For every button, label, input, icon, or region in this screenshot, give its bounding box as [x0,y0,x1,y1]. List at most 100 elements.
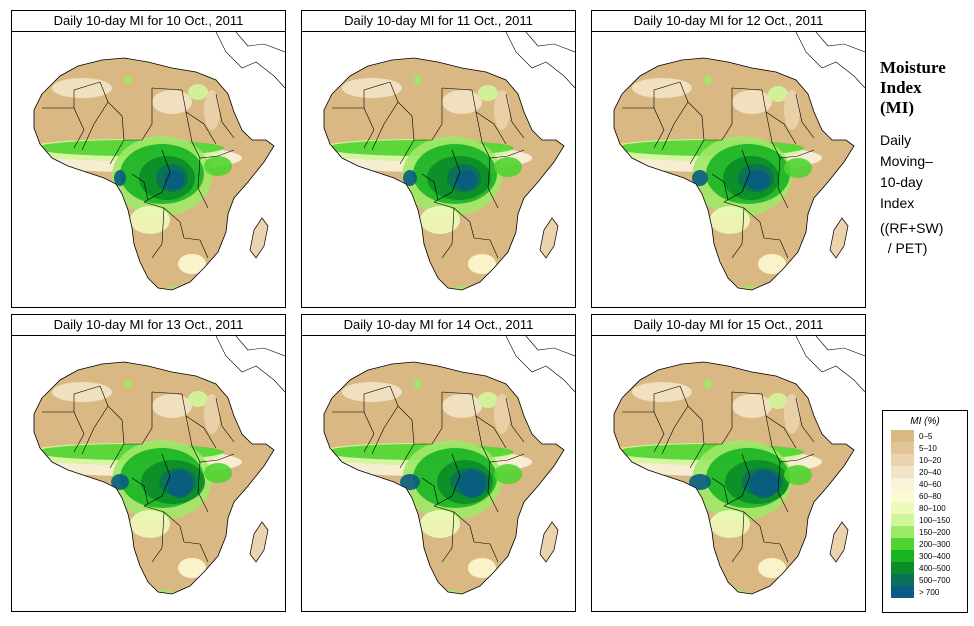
legend-item: 500–700 [883,574,967,586]
panel-title: Daily 10-day MI for 12 Oct., 2011 [591,10,866,32]
moisture-area [178,558,206,578]
middle-east-outline [235,336,285,357]
legend-swatch [891,442,914,454]
country-border [473,237,499,259]
sidebar-title-line: (MI) [880,98,914,117]
coastline [323,57,565,291]
country-border [505,93,525,139]
legend-item: 40–60 [883,478,967,490]
middle-east-outline [525,32,575,53]
middle-east-outline [215,32,285,89]
legend-label: 500–700 [919,575,951,585]
moisture-area [188,391,208,407]
moisture-area [455,170,477,190]
country-border [689,443,705,469]
madagascar-island [249,217,269,259]
legend-label: > 700 [919,587,940,597]
moisture-area [188,84,208,100]
legend-item: 5–10 [883,442,967,454]
moisture-area [152,394,192,418]
country-border [723,453,751,507]
moisture-area [749,470,779,498]
country-border [505,397,525,443]
moisture-area [52,78,112,98]
country-border [81,101,109,151]
moisture-area [400,474,420,490]
country-border [441,207,455,259]
legend-swatch [891,502,914,514]
country-border [661,101,689,151]
country-border [777,157,789,209]
legend-label: 20–40 [919,467,942,477]
country-border [42,385,101,413]
moisture-area [130,206,170,234]
africa-map-graphic [323,32,575,291]
legend-label: 40–60 [919,479,942,489]
moisture-area [204,394,220,434]
map-panel-1: Daily 10-day MI for 10 Oct., 2011 [11,10,286,308]
moisture-fields [34,379,242,594]
africa-map [301,335,576,612]
moisture-area [710,206,750,234]
legend-label: 5–10 [919,443,937,453]
moisture-area [478,85,498,101]
moisture-area [468,558,496,578]
moisture-area [784,158,812,178]
moisture-area [746,170,770,190]
country-border [143,149,171,203]
panel-title: Daily 10-day MI for 13 Oct., 2011 [11,314,286,336]
country-border [81,405,109,455]
country-border [73,411,85,453]
middle-east-outline [795,336,865,393]
legend-item: 150–200 [883,526,967,538]
madagascar-island [539,217,559,259]
legend-item: 200–300 [883,538,967,550]
moisture-area [704,379,712,389]
sidebar-title-line: Index [880,78,922,97]
moisture-area [178,254,206,274]
moisture-area [111,474,129,490]
country-border [371,101,399,151]
country-border [795,397,815,443]
country-border [73,107,85,149]
sidebar-description: Daily Moving– 10-day Index [880,130,972,214]
moisture-area [710,510,750,538]
moisture-area [153,590,177,594]
country-border [487,461,499,513]
country-border [183,237,209,259]
country-border [99,81,125,141]
moisture-area [414,379,422,389]
legend: MI (%) 0–5 5–10 10–20 20–40 40–60 60–80 80–100… [882,410,968,613]
africa-map [301,31,576,308]
legend-item: 300–400 [883,550,967,562]
moisture-area [449,286,473,290]
moisture-area [204,463,232,483]
legend-swatch [891,478,914,490]
moisture-area [167,470,193,498]
country-border [723,149,751,203]
country-border [653,107,665,149]
formula-line: ((RF+SW) [880,220,944,236]
middle-east-outline [815,32,865,53]
africa-map-graphic [613,32,865,291]
middle-east-outline [795,32,865,89]
moisture-area [420,206,460,234]
moisture-area [732,90,772,114]
country-border [704,392,733,445]
moisture-area [732,394,772,418]
legend-item: 10–20 [883,454,967,466]
africa-map [11,335,286,612]
moisture-area [632,382,692,402]
country-border [731,207,745,259]
madagascar-island [829,217,849,259]
moisture-area [468,254,496,274]
legend-swatch [891,490,914,502]
country-border [723,201,765,239]
legend-item: 80–100 [883,502,967,514]
moisture-area [478,392,498,408]
legend-item: 60–80 [883,490,967,502]
country-border [109,443,125,469]
moisture-fields [614,75,822,290]
legend-label: 80–100 [919,503,946,513]
map-panel-6: Daily 10-day MI for 15 Oct., 2011 [591,314,866,612]
